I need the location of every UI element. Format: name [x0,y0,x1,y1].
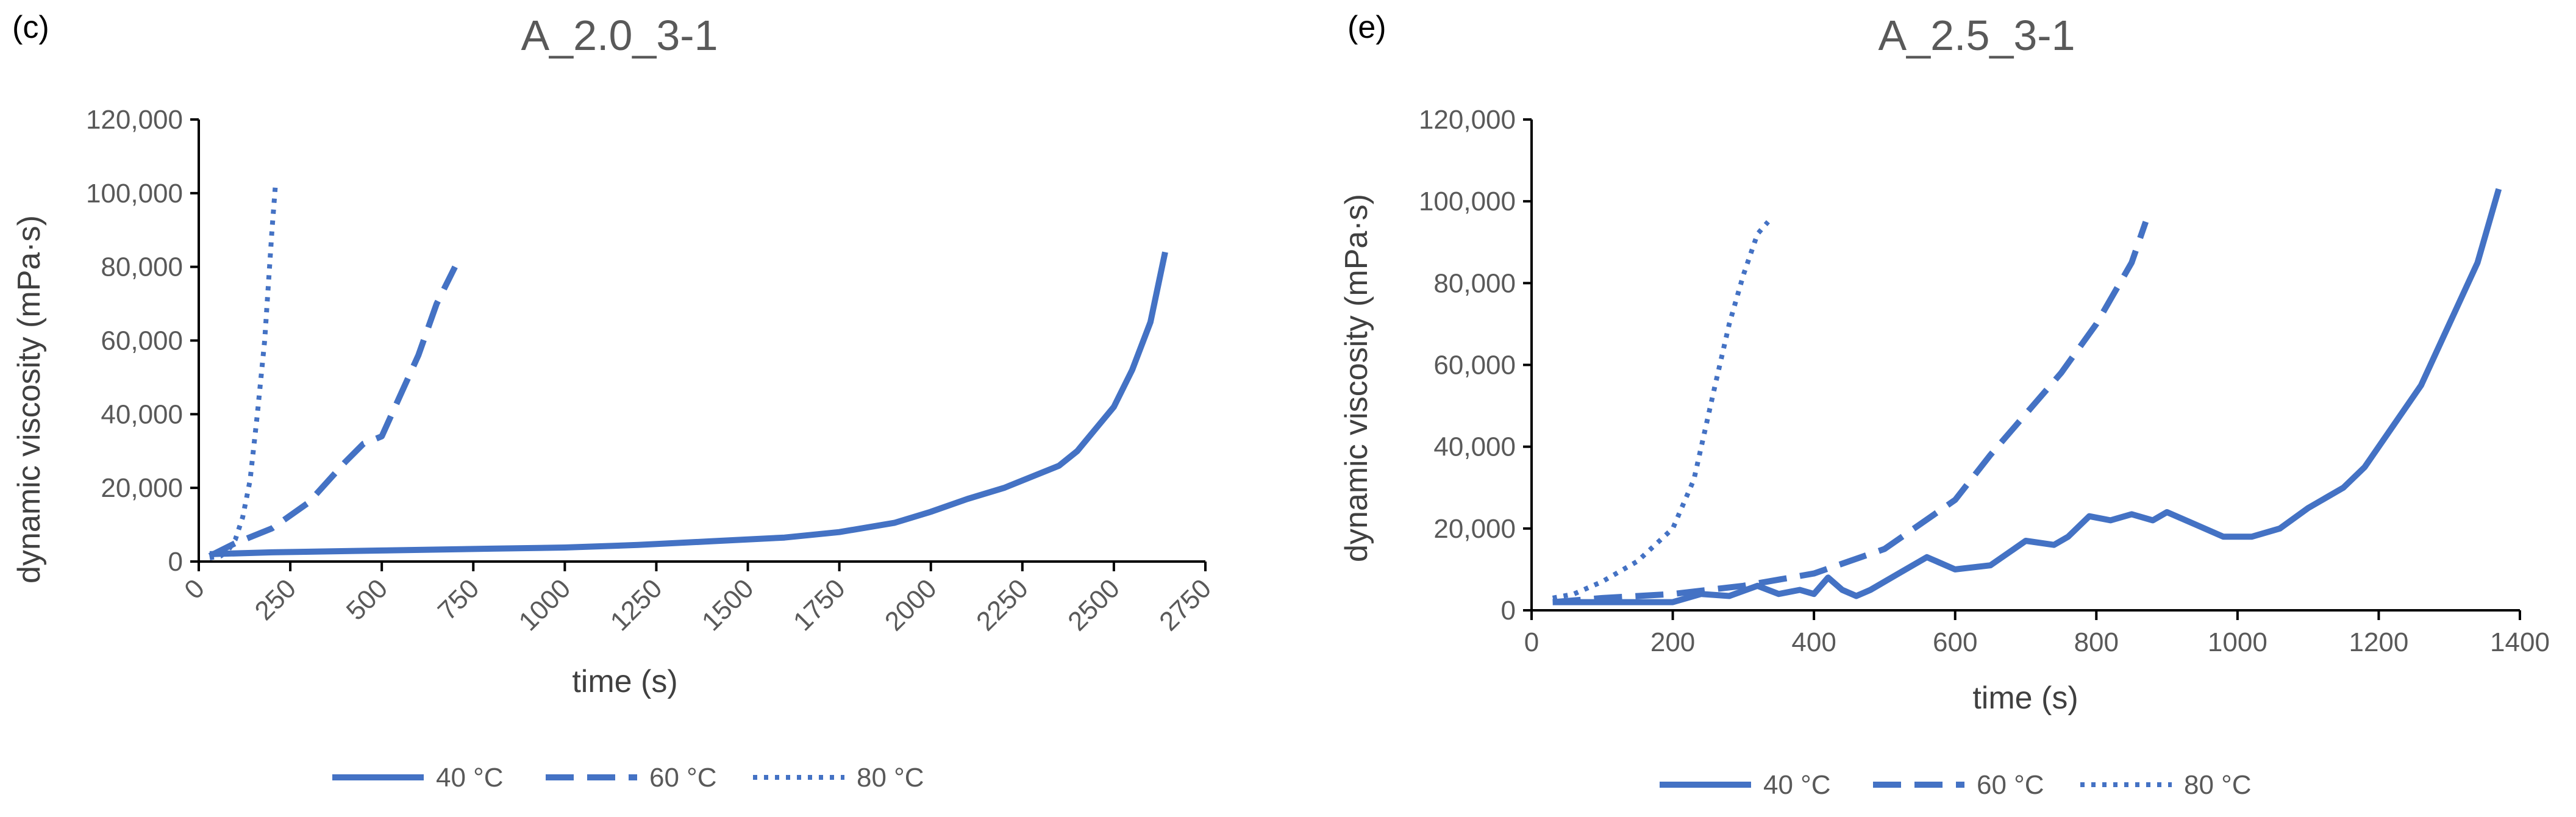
y-tick-label: 40,000 [101,399,183,429]
panel-label: (e) [1347,10,1386,45]
x-tick-label: 2000 [879,573,943,637]
series-line-dotted [1552,220,1770,601]
legend: 40 °C 60 °C 80 °C [1660,770,2252,800]
panel-label: (c) [12,10,49,45]
x-tick-label: 2500 [1062,573,1126,637]
legend-label: 80 °C [2184,770,2252,800]
x-tick-label: 1000 [2208,627,2267,657]
y-tick-label: 80,000 [101,252,183,282]
x-tick-label: 1750 [788,573,851,637]
y-tick-label: 20,000 [1433,514,1516,544]
x-tick-label: 750 [432,573,485,626]
series-line-dashed [208,265,458,559]
legend-label: 60 °C [649,763,717,793]
chart-title: A_2.0_3-1 [521,12,718,59]
legend-label: 40 °C [436,763,504,793]
chart-panel-c: (c) A_2.0_3-1 dynamic viscosity (mPa·s) … [12,10,1217,793]
series-line-dashed [1552,221,2149,605]
y-tick-label: 100,000 [1419,187,1516,216]
x-tick-label: 1200 [2349,627,2408,657]
y-axis-title: dynamic viscosity (mPa·s) [1339,194,1374,562]
y-tick-label: 60,000 [101,326,183,356]
y-tick-label: 80,000 [1433,268,1516,298]
legend-label: 60 °C [1977,770,2044,800]
x-tick-label: 1250 [605,573,668,637]
x-axis-title: time (s) [572,664,677,699]
y-tick-label: 0 [168,547,183,577]
legend-label: 80 °C [857,763,924,793]
legend-label: 40 °C [1763,770,1831,800]
x-tick-label: 500 [341,573,394,626]
y-tick-label: 20,000 [101,473,183,503]
series-line-solid [209,251,1168,557]
x-tick-label: 250 [249,573,302,626]
x-tick-label: 800 [2074,627,2119,657]
x-tick-label: 1500 [696,573,760,637]
chart-panel-e: (e) A_2.5_3-1 dynamic viscosity (mPa·s) … [1339,10,2550,800]
y-tick-label: 40,000 [1433,432,1516,462]
x-tick-label: 2750 [1154,573,1217,637]
legend: 40 °C 60 °C 80 °C [332,763,924,793]
chart-title: A_2.5_3-1 [1878,12,2075,59]
y-tick-label: 60,000 [1433,351,1516,380]
y-tick-label: 120,000 [86,105,183,135]
x-tick-label: 400 [1791,627,1836,657]
series-line-dotted [209,182,279,560]
y-axis-title: dynamic viscosity (mPa·s) [12,215,47,583]
series-line-solid [1552,188,2502,605]
y-tick-label: 100,000 [86,179,183,209]
x-tick-label: 200 [1650,627,1695,657]
y-tick-label: 0 [1501,596,1516,626]
x-tick-label: 0 [1524,627,1539,657]
x-tick-label: 1400 [2490,627,2550,657]
x-axis-title: time (s) [1972,680,2078,716]
x-tick-label: 1000 [513,573,577,637]
y-tick-label: 120,000 [1419,105,1516,135]
x-tick-label: 0 [179,573,210,605]
x-tick-label: 600 [1933,627,1977,657]
x-tick-label: 2250 [971,573,1034,637]
